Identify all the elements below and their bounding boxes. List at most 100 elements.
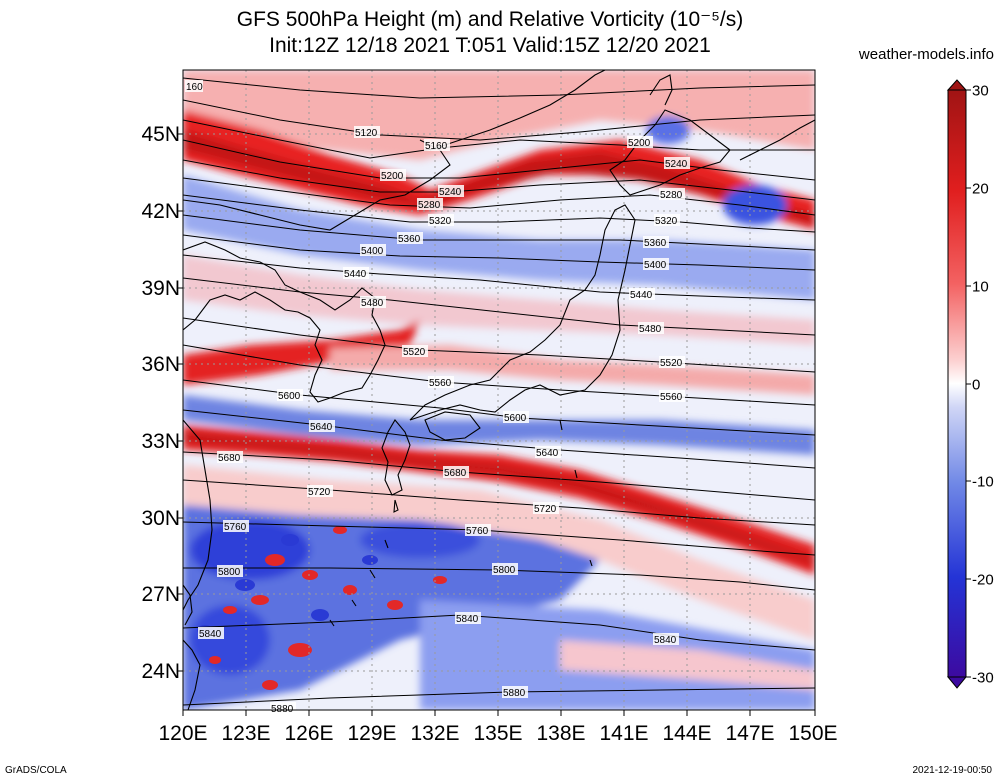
- svg-text:5400: 5400: [644, 260, 667, 271]
- contour-label: 5400: [360, 244, 386, 257]
- contour-label: 160: [185, 80, 203, 93]
- contour-label: 5560: [428, 376, 454, 389]
- svg-text:5520: 5520: [403, 347, 426, 358]
- contour-label: 5400: [643, 258, 669, 271]
- footer-credit: GrADS/COLA: [5, 765, 67, 776]
- y-axis-label: 27N: [141, 583, 180, 606]
- svg-text:5840: 5840: [199, 629, 222, 640]
- contour-label: 5320: [428, 214, 454, 227]
- contour-label: 5840: [198, 627, 224, 640]
- height-contours: [183, 77, 815, 706]
- svg-text:5880: 5880: [503, 688, 526, 699]
- contour-label: 5280: [659, 188, 685, 201]
- y-axis-label: 45N: [141, 123, 180, 146]
- contour-label: 5360: [643, 236, 669, 249]
- svg-text:5520: 5520: [660, 358, 683, 369]
- contour-label: 5600: [503, 411, 529, 424]
- y-axis-label: 30N: [141, 507, 180, 530]
- x-axis-label: 132E: [410, 722, 460, 745]
- contour-label: 5640: [535, 446, 561, 459]
- svg-text:5440: 5440: [630, 290, 653, 301]
- svg-text:5160: 5160: [425, 141, 448, 152]
- svg-text:5840: 5840: [456, 614, 479, 625]
- svg-text:5240: 5240: [439, 187, 462, 198]
- x-axis-label: 129E: [347, 722, 397, 745]
- svg-text:5720: 5720: [308, 487, 331, 498]
- svg-text:5560: 5560: [660, 392, 683, 403]
- colorbar-label: 20: [972, 180, 989, 198]
- x-axis-label: 147E: [725, 722, 775, 745]
- x-axis-label: 126E: [284, 722, 334, 745]
- contour-label: 5680: [217, 451, 243, 464]
- svg-text:5800: 5800: [493, 565, 516, 576]
- contour-label: 5760: [223, 520, 249, 533]
- contour-label: 5680: [443, 466, 469, 479]
- x-axis-label: 135E: [473, 722, 523, 745]
- y-axis-label: 33N: [141, 430, 180, 453]
- contour-label: 5520: [659, 356, 685, 369]
- x-axis-label: 138E: [536, 722, 586, 745]
- svg-text:5240: 5240: [665, 159, 688, 170]
- colorbar-label: 0: [972, 376, 981, 394]
- x-axis-label: 141E: [599, 722, 649, 745]
- contour-label: 5240: [438, 185, 464, 198]
- contour-label: 5800: [492, 563, 518, 576]
- svg-text:5760: 5760: [224, 522, 247, 533]
- svg-text:5800: 5800: [218, 567, 241, 578]
- svg-text:5320: 5320: [429, 216, 452, 227]
- colorbar-label: -20: [972, 571, 994, 589]
- contour-label: 5800: [217, 565, 243, 578]
- svg-text:5600: 5600: [504, 413, 527, 424]
- svg-text:5200: 5200: [381, 171, 404, 182]
- site-name: weather-models.info: [858, 46, 994, 63]
- svg-text:5760: 5760: [466, 526, 489, 537]
- svg-text:5680: 5680: [444, 468, 467, 479]
- contour-label: 5440: [629, 288, 655, 301]
- colorbar-top-arrow: [946, 79, 968, 91]
- svg-text:5360: 5360: [644, 238, 667, 249]
- svg-text:5120: 5120: [355, 128, 378, 139]
- contour-label: 5840: [653, 633, 679, 646]
- axis-ticks: [177, 133, 816, 716]
- x-axis-label: 144E: [662, 722, 712, 745]
- chart-title: GFS 500hPa Height (m) and Relative Vorti…: [236, 8, 744, 31]
- svg-text:5320: 5320: [655, 216, 678, 227]
- contour-label: 5240: [664, 157, 690, 170]
- svg-text:5720: 5720: [534, 504, 557, 515]
- svg-text:5560: 5560: [429, 378, 452, 389]
- svg-text:5400: 5400: [361, 246, 384, 257]
- svg-text:5680: 5680: [218, 453, 241, 464]
- svg-text:5480: 5480: [361, 298, 384, 309]
- svg-text:5280: 5280: [660, 190, 683, 201]
- svg-text:5640: 5640: [536, 448, 559, 459]
- x-axis-label: 150E: [788, 722, 838, 745]
- contour-label: 5720: [533, 502, 559, 515]
- colorbar-bottom-arrow: [946, 676, 968, 689]
- svg-text:5440: 5440: [344, 269, 367, 280]
- y-axis-label: 39N: [141, 277, 180, 300]
- y-axis-label: 36N: [141, 353, 180, 376]
- contour-label: 5880: [270, 702, 296, 715]
- map-frame: [182, 69, 816, 711]
- y-axis-label: 24N: [141, 660, 180, 683]
- colorbar-label: 10: [972, 278, 989, 296]
- svg-text:5280: 5280: [418, 200, 441, 211]
- svg-text:5600: 5600: [278, 391, 301, 402]
- contour-label: 5760: [465, 524, 491, 537]
- contour-label: 5280: [417, 198, 443, 211]
- contour-label: 5480: [638, 322, 664, 335]
- contour-label: 5480: [360, 296, 386, 309]
- contour-label: 5120: [354, 126, 380, 139]
- svg-text:5360: 5360: [398, 234, 421, 245]
- svg-text:5640: 5640: [310, 422, 333, 433]
- colorbar-label: -10: [972, 473, 994, 491]
- colorbar-gradient: [947, 89, 967, 678]
- svg-text:5840: 5840: [654, 635, 677, 646]
- contour-label: 5320: [654, 214, 680, 227]
- contour-label: 5520: [402, 345, 428, 358]
- contour-label: 5560: [659, 390, 685, 403]
- svg-text:5480: 5480: [639, 324, 662, 335]
- colorbar: [946, 79, 971, 689]
- contour-labels: 160 5120 5160 5200 5240 5280 5320 5360 5…: [185, 80, 690, 715]
